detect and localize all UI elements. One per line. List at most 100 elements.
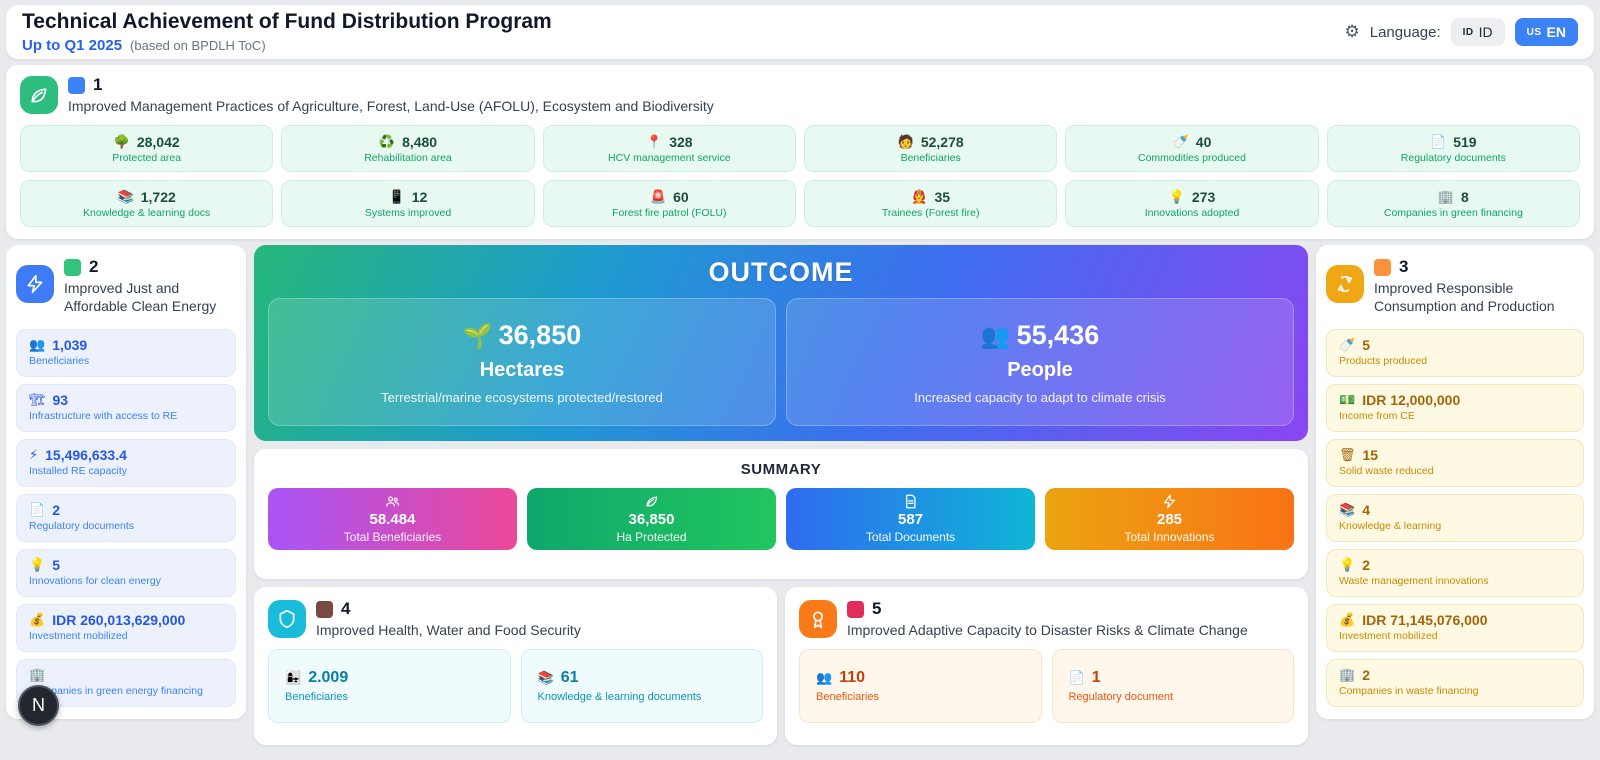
language-en-label: EN (1546, 24, 1566, 40)
floating-n-badge[interactable]: N (18, 685, 59, 726)
section-clean-energy-header: 2 Improved Just and Affordable Clean Ene… (16, 257, 236, 315)
stat-ce-regulatory-documents: 📄 2 Regulatory documents (16, 493, 236, 542)
green-square-marker (64, 258, 81, 276)
section-afolu-title: Improved Management Practices of Agricul… (68, 98, 714, 114)
section-clean-energy-number: 2 (89, 257, 99, 277)
stat-value: 93 (52, 391, 69, 408)
stat-value: 1,039 (52, 336, 88, 353)
id-flag-icon: ID (1462, 26, 1474, 38)
summary-label: Ha Protected (616, 530, 687, 545)
us-flag-icon: US (1526, 26, 1542, 38)
section-adaptive-number: 5 (872, 599, 882, 619)
stat-label: Innovations for clean energy (29, 574, 161, 587)
outcome-banner: OUTCOME 🌱 36,850 Hectares Terrestrial/mar… (254, 245, 1308, 442)
section-health: 4 Improved Health, Water and Food Securi… (254, 587, 777, 746)
section-clean-energy-title: Improved Just and Affordable Clean Energ… (64, 280, 217, 315)
stat-value: 40 (1195, 133, 1212, 150)
stat-value: 12 (411, 188, 428, 205)
stat-label: Regulatory documents (29, 519, 135, 532)
summary-cards: 58.484 Total Beneficiaries 36,850 Ha Pro… (268, 488, 1294, 551)
tree-icon: 🌳 (113, 133, 130, 149)
stat-hcv-management: 📍 328 HCV management service (542, 125, 796, 173)
people-icon (386, 496, 400, 507)
books-icon: 📚 (537, 670, 554, 686)
stat-companies-waste-financing: 🏢 2 Companies in waste financing (1326, 658, 1584, 707)
stat-label: Regulatory documents (1400, 151, 1506, 164)
stat-label: Beneficiaries (816, 691, 879, 704)
stat-value: 328 (669, 133, 693, 150)
stat-value: 273 (1191, 188, 1216, 205)
stat-value: 4 (1362, 501, 1370, 518)
outcome-unit: People (1007, 358, 1073, 381)
people-icon: 👥 (980, 322, 1011, 350)
outcome-description: Terrestrial/marine ecosystems protected/… (381, 389, 663, 405)
bulb-icon: 💡 (1339, 556, 1356, 572)
bottle-icon: 🍼 (1172, 133, 1189, 149)
section-afolu-number: 1 (93, 75, 103, 94)
family-icon: 👩‍👧 (285, 670, 302, 686)
summary-total-innovations: 285 Total Innovations (1045, 488, 1294, 551)
stat-label: Income from CE (1339, 409, 1415, 422)
stat-value: 8,480 (402, 133, 438, 150)
pink-square-marker (847, 600, 864, 618)
language-label: Language: (1369, 23, 1441, 41)
leaf-icon (20, 76, 58, 115)
stat-value: 1 (1091, 669, 1101, 687)
period-note: (based on BPDLH ToC) (130, 37, 266, 53)
summary-panel: SUMMARY 58.484 Total Beneficiaries 36,85… (254, 449, 1308, 580)
stat-protected-area: 🌳 28,042 Protected area (20, 125, 274, 173)
leaf-icon (646, 496, 658, 507)
stat-label: Knowledge & learning (1339, 519, 1442, 532)
stat-value: IDR 12,000,000 (1362, 391, 1461, 408)
stat-adaptive-beneficiaries: 👥 110 Beneficiaries (799, 649, 1042, 724)
stat-health-beneficiaries: 👩‍👧 2.009 Beneficiaries (268, 649, 511, 724)
outcome-people: 👥 55,436 People Increased capacity to ada… (786, 298, 1294, 427)
building-icon: 🏢 (29, 666, 46, 682)
section-afolu-meta: 1 Improved Management Practices of Agric… (68, 75, 714, 115)
moneybag-icon: 💰 (29, 611, 46, 627)
section-adaptive: 5 Improved Adaptive Capacity to Disaster… (785, 587, 1308, 746)
stat-label: Products produced (1339, 354, 1428, 367)
stat-value: 5 (52, 556, 60, 573)
mobile-icon: 📱 (388, 188, 405, 204)
language-id-button[interactable]: ID ID (1450, 18, 1505, 46)
lightning-icon (1163, 494, 1176, 509)
section-clean-energy-meta: 2 Improved Just and Affordable Clean Ene… (64, 257, 236, 315)
people-icon: 👥 (29, 336, 46, 352)
stat-beneficiaries: 🧑 52,278 Beneficiaries (803, 125, 1058, 173)
stat-label: Infrastructure with access to RE (29, 409, 178, 422)
stat-label: Investment mobilized (29, 629, 128, 642)
building-icon: 🏢 (1339, 666, 1356, 682)
stat-label: Companies in green energy financing (29, 684, 203, 697)
stat-value: 2 (1362, 666, 1370, 683)
stat-waste-management-innovations: 💡 2 Waste management innovations (1326, 548, 1584, 597)
gear-icon[interactable]: ⚙ (1344, 22, 1360, 41)
stat-health-knowledge-docs: 📚 61 Knowledge & learning documents (520, 649, 763, 724)
stat-value: IDR 71,145,076,000 (1362, 611, 1488, 628)
stat-value: 28,042 (136, 133, 180, 150)
lightning-icon (16, 265, 54, 304)
summary-value: 285 (1156, 511, 1183, 529)
language-en-button[interactable]: US EN (1514, 18, 1578, 46)
orange-square-marker (1374, 258, 1391, 276)
section-health-title: Improved Health, Water and Food Security (316, 622, 581, 639)
summary-label: Total Innovations (1124, 530, 1215, 545)
page-subtitle: Up to Q1 2025 (based on BPDLH ToC) (22, 37, 552, 54)
stat-ce-investment-mobilized: 💰 IDR 260,013,629,000 Investment mobilized (16, 603, 236, 652)
banknote-icon: 💵 (1339, 391, 1356, 407)
stat-value: 2 (1362, 556, 1370, 573)
moneybag-icon: 💰 (1339, 611, 1356, 627)
stat-value: 8 (1461, 188, 1469, 205)
language-switcher: ⚙ Language: ID ID US EN (1344, 18, 1578, 46)
outcome-unit: Hectares (479, 358, 565, 381)
books-icon: 📚 (1339, 501, 1356, 517)
siren-icon: 🚨 (649, 188, 667, 204)
section-clean-energy: 2 Improved Just and Affordable Clean Ene… (6, 245, 246, 719)
wastebasket-icon: 🗑 (1339, 446, 1356, 462)
blue-square-marker (68, 76, 85, 94)
lightning-icon: ⚡ (29, 446, 39, 462)
stat-label: HCV management service (608, 151, 731, 164)
section-consumption-number: 3 (1399, 257, 1409, 277)
stat-value: 61 (560, 669, 579, 687)
building-icon: 🏢 (1437, 188, 1455, 204)
